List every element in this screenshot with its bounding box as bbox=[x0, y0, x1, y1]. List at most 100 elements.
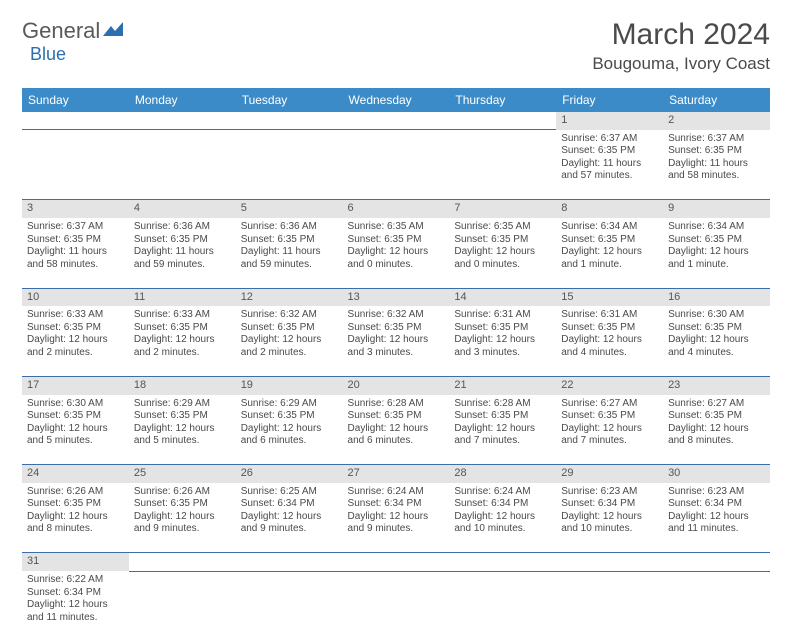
sunrise-text: Sunrise: 6:23 AM bbox=[561, 486, 658, 499]
sunset-text: Sunset: 6:35 PM bbox=[668, 145, 765, 158]
sunset-text: Sunset: 6:35 PM bbox=[27, 234, 124, 247]
sunset-text: Sunset: 6:35 PM bbox=[454, 234, 551, 247]
day-number bbox=[236, 112, 343, 130]
daylight-text: Daylight: 12 hours and 9 minutes. bbox=[348, 511, 445, 536]
day-cell: Sunrise: 6:32 AMSunset: 6:35 PMDaylight:… bbox=[343, 306, 450, 376]
daylight-text: Daylight: 12 hours and 6 minutes. bbox=[348, 423, 445, 448]
day-number: 21 bbox=[449, 376, 556, 394]
location-label: Bougouma, Ivory Coast bbox=[592, 54, 770, 74]
day-cell: Sunrise: 6:29 AMSunset: 6:35 PMDaylight:… bbox=[129, 395, 236, 465]
day-cell: Sunrise: 6:24 AMSunset: 6:34 PMDaylight:… bbox=[343, 483, 450, 553]
day-cell bbox=[343, 571, 450, 641]
calendar-table: SundayMondayTuesdayWednesdayThursdayFrid… bbox=[22, 88, 770, 641]
day-number bbox=[449, 553, 556, 571]
sunset-text: Sunset: 6:35 PM bbox=[561, 234, 658, 247]
daylight-text: Daylight: 12 hours and 9 minutes. bbox=[134, 511, 231, 536]
sunset-text: Sunset: 6:34 PM bbox=[454, 498, 551, 511]
sunset-text: Sunset: 6:35 PM bbox=[27, 322, 124, 335]
day-number: 23 bbox=[663, 376, 770, 394]
day-number-row: 12 bbox=[22, 112, 770, 130]
sunset-text: Sunset: 6:35 PM bbox=[668, 322, 765, 335]
day-cell bbox=[449, 130, 556, 200]
day-cell bbox=[22, 130, 129, 200]
day-cell: Sunrise: 6:35 AMSunset: 6:35 PMDaylight:… bbox=[449, 218, 556, 288]
sunset-text: Sunset: 6:35 PM bbox=[561, 145, 658, 158]
sunset-text: Sunset: 6:35 PM bbox=[454, 410, 551, 423]
day-cell bbox=[449, 571, 556, 641]
sunset-text: Sunset: 6:35 PM bbox=[134, 234, 231, 247]
day-number bbox=[449, 112, 556, 130]
day-number: 29 bbox=[556, 465, 663, 483]
daylight-text: Daylight: 12 hours and 1 minute. bbox=[668, 246, 765, 271]
sunrise-text: Sunrise: 6:25 AM bbox=[241, 486, 338, 499]
daylight-text: Daylight: 12 hours and 9 minutes. bbox=[241, 511, 338, 536]
daylight-text: Daylight: 12 hours and 4 minutes. bbox=[561, 334, 658, 359]
daylight-text: Daylight: 11 hours and 58 minutes. bbox=[668, 158, 765, 183]
day-cell: Sunrise: 6:35 AMSunset: 6:35 PMDaylight:… bbox=[343, 218, 450, 288]
sunrise-text: Sunrise: 6:31 AM bbox=[454, 309, 551, 322]
sunset-text: Sunset: 6:35 PM bbox=[348, 322, 445, 335]
day-content-row: Sunrise: 6:26 AMSunset: 6:35 PMDaylight:… bbox=[22, 483, 770, 553]
daylight-text: Daylight: 11 hours and 57 minutes. bbox=[561, 158, 658, 183]
daylight-text: Daylight: 11 hours and 59 minutes. bbox=[134, 246, 231, 271]
month-title: March 2024 bbox=[592, 18, 770, 52]
weekday-header: Wednesday bbox=[343, 88, 450, 112]
sunrise-text: Sunrise: 6:29 AM bbox=[134, 398, 231, 411]
day-number bbox=[129, 112, 236, 130]
day-number-row: 17181920212223 bbox=[22, 376, 770, 394]
sunset-text: Sunset: 6:34 PM bbox=[561, 498, 658, 511]
day-cell bbox=[343, 130, 450, 200]
sunrise-text: Sunrise: 6:36 AM bbox=[241, 221, 338, 234]
day-number bbox=[22, 112, 129, 130]
day-cell: Sunrise: 6:30 AMSunset: 6:35 PMDaylight:… bbox=[22, 395, 129, 465]
day-number: 30 bbox=[663, 465, 770, 483]
day-cell: Sunrise: 6:34 AMSunset: 6:35 PMDaylight:… bbox=[663, 218, 770, 288]
day-cell: Sunrise: 6:23 AMSunset: 6:34 PMDaylight:… bbox=[663, 483, 770, 553]
day-cell: Sunrise: 6:25 AMSunset: 6:34 PMDaylight:… bbox=[236, 483, 343, 553]
sunrise-text: Sunrise: 6:34 AM bbox=[561, 221, 658, 234]
day-number bbox=[556, 553, 663, 571]
day-number: 8 bbox=[556, 200, 663, 218]
sunset-text: Sunset: 6:34 PM bbox=[348, 498, 445, 511]
day-number bbox=[236, 553, 343, 571]
day-content-row: Sunrise: 6:33 AMSunset: 6:35 PMDaylight:… bbox=[22, 306, 770, 376]
sunrise-text: Sunrise: 6:28 AM bbox=[454, 398, 551, 411]
day-number: 7 bbox=[449, 200, 556, 218]
day-cell: Sunrise: 6:28 AMSunset: 6:35 PMDaylight:… bbox=[343, 395, 450, 465]
sunset-text: Sunset: 6:35 PM bbox=[134, 410, 231, 423]
sunset-text: Sunset: 6:35 PM bbox=[27, 410, 124, 423]
day-cell: Sunrise: 6:31 AMSunset: 6:35 PMDaylight:… bbox=[449, 306, 556, 376]
day-content-row: Sunrise: 6:37 AMSunset: 6:35 PMDaylight:… bbox=[22, 130, 770, 200]
day-cell bbox=[556, 571, 663, 641]
sunset-text: Sunset: 6:35 PM bbox=[241, 410, 338, 423]
daylight-text: Daylight: 12 hours and 3 minutes. bbox=[454, 334, 551, 359]
daylight-text: Daylight: 12 hours and 2 minutes. bbox=[241, 334, 338, 359]
day-number: 13 bbox=[343, 288, 450, 306]
sunset-text: Sunset: 6:35 PM bbox=[668, 410, 765, 423]
day-number bbox=[343, 553, 450, 571]
brand-text-2: Blue bbox=[30, 44, 66, 65]
day-number: 20 bbox=[343, 376, 450, 394]
day-cell: Sunrise: 6:26 AMSunset: 6:35 PMDaylight:… bbox=[22, 483, 129, 553]
day-number: 16 bbox=[663, 288, 770, 306]
day-number: 11 bbox=[129, 288, 236, 306]
daylight-text: Daylight: 12 hours and 5 minutes. bbox=[134, 423, 231, 448]
daylight-text: Daylight: 12 hours and 0 minutes. bbox=[348, 246, 445, 271]
day-cell bbox=[129, 130, 236, 200]
day-cell: Sunrise: 6:37 AMSunset: 6:35 PMDaylight:… bbox=[663, 130, 770, 200]
day-cell bbox=[236, 571, 343, 641]
day-number: 17 bbox=[22, 376, 129, 394]
daylight-text: Daylight: 12 hours and 5 minutes. bbox=[27, 423, 124, 448]
day-cell: Sunrise: 6:30 AMSunset: 6:35 PMDaylight:… bbox=[663, 306, 770, 376]
day-cell: Sunrise: 6:24 AMSunset: 6:34 PMDaylight:… bbox=[449, 483, 556, 553]
day-number: 5 bbox=[236, 200, 343, 218]
weekday-header: Sunday bbox=[22, 88, 129, 112]
sunset-text: Sunset: 6:35 PM bbox=[241, 322, 338, 335]
day-cell: Sunrise: 6:36 AMSunset: 6:35 PMDaylight:… bbox=[129, 218, 236, 288]
sunrise-text: Sunrise: 6:36 AM bbox=[134, 221, 231, 234]
sunrise-text: Sunrise: 6:37 AM bbox=[27, 221, 124, 234]
day-cell bbox=[663, 571, 770, 641]
sunrise-text: Sunrise: 6:22 AM bbox=[27, 574, 124, 587]
daylight-text: Daylight: 12 hours and 8 minutes. bbox=[668, 423, 765, 448]
day-cell: Sunrise: 6:27 AMSunset: 6:35 PMDaylight:… bbox=[663, 395, 770, 465]
